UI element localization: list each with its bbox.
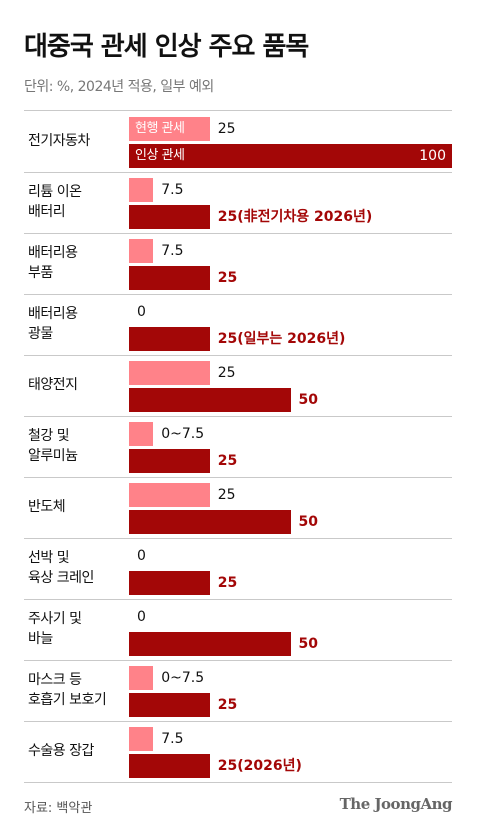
bar-new: [129, 754, 210, 778]
category-label-line: 철강 및: [28, 428, 70, 444]
row-divider: [24, 660, 452, 661]
value-label-current: 0~7.5: [161, 670, 205, 686]
value-label-new: 25: [217, 575, 238, 591]
row-divider: [24, 721, 452, 722]
bar-current: [129, 422, 154, 446]
value-label-current: 0: [137, 548, 146, 564]
category-label-line: 호흡기 보호기: [28, 692, 107, 708]
row-divider: [24, 416, 452, 417]
value-label-new: 25(2026년): [217, 758, 302, 774]
bar-new: [129, 632, 291, 656]
category-label-line: 배터리용: [28, 245, 78, 261]
category-label-line: 반도체: [28, 499, 66, 515]
value-label-current: 7.5: [161, 182, 184, 198]
category-label-line: 수술용 장갑: [28, 743, 94, 759]
value-label-new: 50: [298, 636, 318, 652]
value-label-current: 0~7.5: [161, 426, 205, 442]
value-label-new: 25(일부는 2026년): [217, 331, 346, 347]
row-divider: [24, 599, 452, 600]
value-label-current: 0: [137, 304, 146, 320]
category-label-line: 마스크 등: [28, 672, 82, 688]
bar-current: [129, 483, 210, 507]
value-label-new: 25: [217, 453, 238, 469]
row-divider: [24, 538, 452, 539]
category-label-line: 배터리: [28, 204, 66, 220]
value-label-current: 7.5: [161, 731, 184, 747]
bar-new: [129, 205, 210, 229]
legend-new: 인상 관세: [135, 148, 185, 163]
bar-current: [129, 239, 154, 263]
bar-current: [129, 117, 210, 141]
row-divider: [24, 172, 452, 173]
value-label-current: 25: [217, 121, 236, 137]
bar-new: [129, 571, 210, 595]
value-label-new: 25: [217, 697, 238, 713]
bar-new: [129, 449, 210, 473]
category-label: 태양전지: [28, 375, 124, 395]
category-label-line: 태양전지: [28, 377, 78, 393]
category-label: 수술용 장갑: [28, 741, 124, 761]
bar-current: [129, 361, 210, 385]
category-label-line: 알루미늄: [28, 448, 78, 464]
category-label-line: 부품: [28, 265, 53, 281]
value-label-new: 25(非전기차용 2026년): [217, 209, 373, 225]
row-divider: [24, 477, 452, 478]
value-label-current: 7.5: [161, 243, 184, 259]
value-label-current: 0: [137, 609, 146, 625]
value-label-new: 100: [419, 148, 446, 164]
row-divider: [24, 294, 452, 295]
bar-new: [129, 327, 210, 351]
category-label-line: 바늘: [28, 631, 53, 647]
chart-subtitle: 단위: %, 2024년 적용, 일부 예외: [24, 79, 214, 95]
value-label-current: 25: [217, 487, 236, 503]
category-label-line: 리튬 이온: [28, 184, 82, 200]
category-label-line: 전기자동차: [28, 133, 90, 149]
bar-new: [129, 144, 452, 168]
row-divider: [24, 782, 452, 783]
category-label-line: 주사기 및: [28, 611, 82, 627]
bar-new: [129, 388, 291, 412]
legend-current: 현행 관세: [135, 121, 185, 136]
value-label-new: 50: [298, 392, 318, 408]
value-label-current: 25: [217, 365, 236, 381]
chart-title: 대중국 관세 인상 주요 품목: [24, 32, 309, 62]
publisher-logo: The JoongAng: [339, 795, 453, 813]
value-label-new: 50: [298, 514, 318, 530]
category-label-line: 광물: [28, 326, 53, 342]
category-label: 반도체: [28, 497, 124, 517]
bar-current: [129, 178, 154, 202]
bar-new: [129, 266, 210, 290]
header-divider: [24, 110, 452, 111]
row-divider: [24, 355, 452, 356]
category-label-line: 배터리용: [28, 306, 78, 322]
category-label-line: 육상 크레인: [28, 570, 94, 586]
source-note: 자료: 백악관: [24, 801, 93, 816]
row-divider: [24, 233, 452, 234]
bar-current: [129, 666, 154, 690]
bar-current: [129, 727, 154, 751]
value-label-new: 25: [217, 270, 238, 286]
category-label-line: 선박 및: [28, 550, 70, 566]
category-label: 전기자동차: [28, 131, 124, 151]
bar-new: [129, 693, 210, 717]
bar-new: [129, 510, 291, 534]
